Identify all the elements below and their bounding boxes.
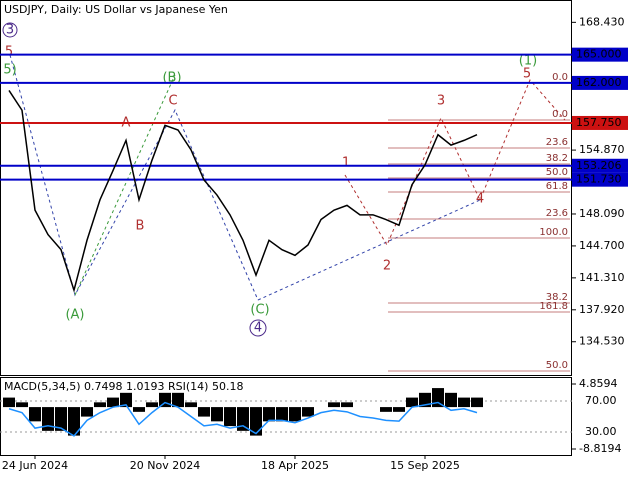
macd-bar [406, 397, 418, 408]
wave-label: 2 [383, 259, 391, 274]
wave-label: (B) [162, 71, 181, 86]
fib-label: 61.8 [546, 181, 568, 192]
macd-bar [471, 397, 483, 408]
fib-label: 23.6 [546, 137, 568, 148]
level-box [572, 115, 628, 130]
macd-bar [94, 402, 106, 408]
chart-title: USDJPY, Daily: US Dollar vs Japanese Yen [4, 3, 228, 16]
y2-tick-label: 30.00 [585, 425, 617, 438]
y-tick-label: -8.8194 [579, 442, 621, 455]
wave-label: B [136, 219, 145, 234]
wave-circle [2, 22, 18, 38]
y-tick-label: 134.530 [579, 335, 625, 348]
macd-bar [42, 407, 54, 431]
y2-tick-label: 70.00 [585, 394, 617, 407]
wave-label: (1) [519, 54, 537, 69]
indicator-title: MACD(5,34,5) 0.7498 1.0193 RSI(14) 50.18 [4, 380, 243, 393]
y-tick-label: 141.310 [579, 271, 625, 284]
macd-bar [29, 407, 41, 422]
x-tick-label: 24 Jun 2024 [2, 459, 68, 472]
wave-label: (C) [250, 303, 269, 318]
wave-label: 5) [3, 63, 16, 78]
macd-bar [198, 407, 210, 417]
fib-label: 161.8 [539, 301, 568, 312]
macd-bar [172, 392, 184, 408]
macd-bar [55, 407, 67, 431]
y-tick-label: 154.870 [579, 143, 625, 156]
y-tick-label: 168.430 [579, 15, 625, 28]
macd-bar [3, 397, 15, 408]
macd-bar [250, 407, 262, 436]
wave-label: C [168, 94, 177, 109]
macd-bar [302, 407, 314, 417]
macd-bar [133, 407, 145, 412]
price-line [8, 90, 478, 293]
macd-bar [341, 402, 353, 408]
indicator-frame [0, 377, 572, 456]
level-label: 162.000 [576, 76, 622, 89]
level-box [572, 158, 628, 173]
wave-label: 5 [523, 67, 531, 82]
fib-label: 100.0 [539, 227, 568, 238]
y-tick-label: 137.920 [579, 303, 625, 316]
macd-bar [419, 392, 431, 408]
level-box [572, 47, 628, 62]
wave-lines [9, 54, 566, 301]
level-box [572, 75, 628, 90]
macd-bar [328, 402, 340, 408]
fib-label: 38.2 [546, 153, 568, 164]
wave-label: 3 [6, 23, 14, 38]
fib-label: 50.0 [546, 167, 568, 178]
wave-label: 4 [476, 192, 484, 207]
fib-label: 0.0 [552, 72, 568, 83]
macd-bar [81, 407, 93, 417]
macd-bar [120, 392, 132, 408]
macd-bar [146, 402, 158, 408]
macd-bar [393, 407, 405, 412]
macd-bar [211, 407, 223, 422]
x-tick-label: 18 Apr 2025 [261, 459, 329, 472]
main-frame [0, 0, 572, 376]
wave-label: 4 [254, 321, 262, 336]
macd-bar [185, 402, 197, 408]
wave-label: 3 [437, 94, 445, 109]
macd-bar [380, 407, 392, 412]
fib-label: 0.0 [552, 109, 568, 120]
macd-bar [107, 397, 119, 408]
level-label: 165.000 [576, 48, 622, 61]
y-tick-label: 144.700 [579, 239, 625, 252]
level-label: 153.206 [576, 159, 622, 172]
wave-label: 5 [5, 45, 13, 60]
wave-circle [249, 319, 267, 337]
level-box [572, 172, 628, 187]
macd-bar [458, 397, 470, 408]
macd-bar [224, 407, 236, 427]
macd-bar [445, 392, 457, 408]
x-tick-label: 15 Sep 2025 [390, 459, 460, 472]
fib-label: 23.6 [546, 208, 568, 219]
wave-label: 1 [342, 156, 350, 171]
level-label: 157.750 [576, 116, 622, 129]
x-tick-label: 20 Nov 2024 [130, 459, 200, 472]
level-label: 151.730 [576, 173, 622, 186]
macd-bar [276, 407, 288, 422]
macd-bar [237, 407, 249, 431]
y-tick-label: 148.090 [579, 207, 625, 220]
macd-bar [16, 402, 28, 408]
macd-bar [68, 407, 80, 436]
macd-bar [263, 407, 275, 422]
fib-label: 50.0 [546, 360, 568, 371]
rsi-line [8, 401, 478, 437]
wave-label: (A) [65, 308, 84, 323]
fib-label: 38.2 [546, 292, 568, 303]
y-tick-label: 4.8594 [579, 377, 618, 390]
macd-bar [289, 407, 301, 422]
